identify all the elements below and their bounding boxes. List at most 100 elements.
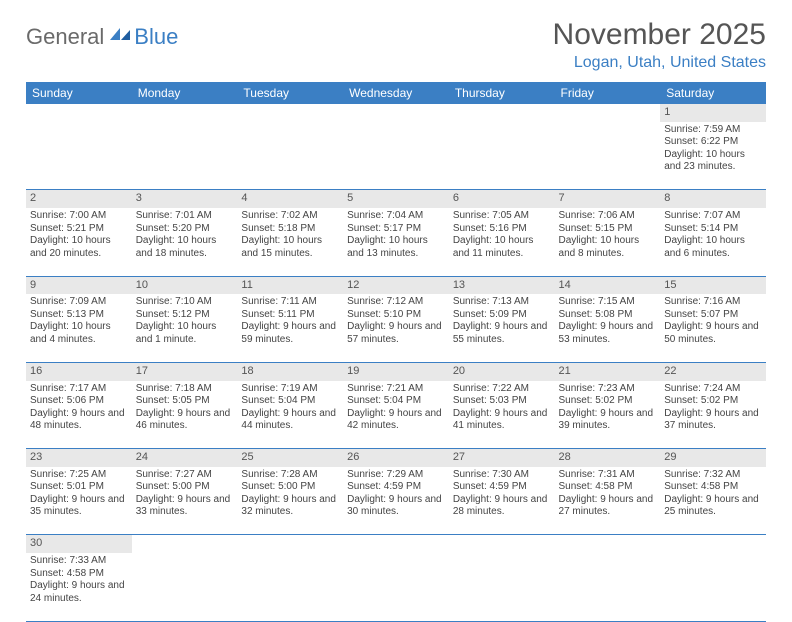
day-detail-row: Sunrise: 7:25 AMSunset: 5:01 PMDaylight:… xyxy=(26,467,766,535)
day-number-cell xyxy=(555,104,661,122)
sunrise-line: Sunrise: 7:24 AM xyxy=(664,383,762,396)
sunset-line: Sunset: 5:08 PM xyxy=(559,309,657,322)
sunset-line: Sunset: 5:10 PM xyxy=(347,309,445,322)
day-number-cell: 5 xyxy=(343,190,449,208)
day-number-row: 30 xyxy=(26,535,766,553)
sunrise-line: Sunrise: 7:06 AM xyxy=(559,210,657,223)
day-number-cell xyxy=(237,535,343,553)
daylight-line: Daylight: 9 hours and 57 minutes. xyxy=(347,321,445,346)
daylight-line: Daylight: 9 hours and 32 minutes. xyxy=(241,494,339,519)
sunrise-line: Sunrise: 7:22 AM xyxy=(453,383,551,396)
day-number-cell xyxy=(555,535,661,553)
sunrise-line: Sunrise: 7:19 AM xyxy=(241,383,339,396)
day-number-cell: 22 xyxy=(660,362,766,380)
sunrise-line: Sunrise: 7:04 AM xyxy=(347,210,445,223)
day-detail-row: Sunrise: 7:33 AMSunset: 4:58 PMDaylight:… xyxy=(26,553,766,621)
daylight-line: Daylight: 9 hours and 48 minutes. xyxy=(30,408,128,433)
sunrise-line: Sunrise: 7:07 AM xyxy=(664,210,762,223)
weekday-header: Tuesday xyxy=(237,82,343,104)
day-detail-row: Sunrise: 7:59 AMSunset: 6:22 PMDaylight:… xyxy=(26,122,766,190)
sunrise-line: Sunrise: 7:28 AM xyxy=(241,469,339,482)
day-number-cell: 8 xyxy=(660,190,766,208)
day-number-row: 23242526272829 xyxy=(26,449,766,467)
daylight-line: Daylight: 10 hours and 15 minutes. xyxy=(241,235,339,260)
sunrise-line: Sunrise: 7:59 AM xyxy=(664,124,762,137)
day-number-cell: 17 xyxy=(132,362,238,380)
day-number-cell xyxy=(343,104,449,122)
sail-icon xyxy=(108,26,132,42)
day-detail-cell: Sunrise: 7:10 AMSunset: 5:12 PMDaylight:… xyxy=(132,294,238,362)
day-detail-cell: Sunrise: 7:01 AMSunset: 5:20 PMDaylight:… xyxy=(132,208,238,276)
day-number-row: 9101112131415 xyxy=(26,276,766,294)
day-number-cell xyxy=(660,535,766,553)
day-number-cell xyxy=(132,104,238,122)
day-detail-row: Sunrise: 7:09 AMSunset: 5:13 PMDaylight:… xyxy=(26,294,766,362)
sunrise-line: Sunrise: 7:31 AM xyxy=(559,469,657,482)
sunrise-line: Sunrise: 7:11 AM xyxy=(241,296,339,309)
day-detail-cell: Sunrise: 7:17 AMSunset: 5:06 PMDaylight:… xyxy=(26,381,132,449)
day-detail-cell: Sunrise: 7:29 AMSunset: 4:59 PMDaylight:… xyxy=(343,467,449,535)
sunset-line: Sunset: 6:22 PM xyxy=(664,136,762,149)
sunset-line: Sunset: 5:00 PM xyxy=(241,481,339,494)
sunset-line: Sunset: 5:00 PM xyxy=(136,481,234,494)
daylight-line: Daylight: 9 hours and 24 minutes. xyxy=(30,580,128,605)
weekday-header: Saturday xyxy=(660,82,766,104)
weekday-header: Sunday xyxy=(26,82,132,104)
day-detail-cell xyxy=(237,553,343,621)
logo-text-general: General xyxy=(26,24,104,50)
sunset-line: Sunset: 5:16 PM xyxy=(453,223,551,236)
day-detail-cell: Sunrise: 7:05 AMSunset: 5:16 PMDaylight:… xyxy=(449,208,555,276)
day-number-cell xyxy=(449,535,555,553)
weekday-header: Thursday xyxy=(449,82,555,104)
calendar-table: SundayMondayTuesdayWednesdayThursdayFrid… xyxy=(26,82,766,622)
sunset-line: Sunset: 5:12 PM xyxy=(136,309,234,322)
day-number-cell: 16 xyxy=(26,362,132,380)
sunset-line: Sunset: 5:17 PM xyxy=(347,223,445,236)
day-number-cell xyxy=(449,104,555,122)
day-detail-cell xyxy=(449,122,555,190)
day-detail-row: Sunrise: 7:00 AMSunset: 5:21 PMDaylight:… xyxy=(26,208,766,276)
day-number-cell xyxy=(343,535,449,553)
daylight-line: Daylight: 9 hours and 25 minutes. xyxy=(664,494,762,519)
sunrise-line: Sunrise: 7:29 AM xyxy=(347,469,445,482)
day-number-cell: 11 xyxy=(237,276,343,294)
sunrise-line: Sunrise: 7:12 AM xyxy=(347,296,445,309)
day-number-cell: 28 xyxy=(555,449,661,467)
daylight-line: Daylight: 10 hours and 13 minutes. xyxy=(347,235,445,260)
daylight-line: Daylight: 10 hours and 1 minute. xyxy=(136,321,234,346)
day-number-cell: 27 xyxy=(449,449,555,467)
day-number-cell: 1 xyxy=(660,104,766,122)
day-number-cell xyxy=(132,535,238,553)
sunrise-line: Sunrise: 7:17 AM xyxy=(30,383,128,396)
day-detail-cell xyxy=(343,553,449,621)
daylight-line: Daylight: 9 hours and 33 minutes. xyxy=(136,494,234,519)
sunrise-line: Sunrise: 7:21 AM xyxy=(347,383,445,396)
calendar-header-row: SundayMondayTuesdayWednesdayThursdayFrid… xyxy=(26,82,766,104)
day-detail-cell xyxy=(660,553,766,621)
day-number-cell: 10 xyxy=(132,276,238,294)
daylight-line: Daylight: 9 hours and 50 minutes. xyxy=(664,321,762,346)
day-number-cell: 20 xyxy=(449,362,555,380)
daylight-line: Daylight: 10 hours and 6 minutes. xyxy=(664,235,762,260)
day-number-cell: 2 xyxy=(26,190,132,208)
day-number-cell: 13 xyxy=(449,276,555,294)
sunset-line: Sunset: 5:13 PM xyxy=(30,309,128,322)
sunrise-line: Sunrise: 7:09 AM xyxy=(30,296,128,309)
day-number-cell: 23 xyxy=(26,449,132,467)
daylight-line: Daylight: 10 hours and 4 minutes. xyxy=(30,321,128,346)
daylight-line: Daylight: 9 hours and 37 minutes. xyxy=(664,408,762,433)
sunrise-line: Sunrise: 7:02 AM xyxy=(241,210,339,223)
sunset-line: Sunset: 5:06 PM xyxy=(30,395,128,408)
sunrise-line: Sunrise: 7:01 AM xyxy=(136,210,234,223)
day-number-row: 16171819202122 xyxy=(26,362,766,380)
day-number-cell: 6 xyxy=(449,190,555,208)
sunrise-line: Sunrise: 7:16 AM xyxy=(664,296,762,309)
sunrise-line: Sunrise: 7:05 AM xyxy=(453,210,551,223)
day-number-cell: 30 xyxy=(26,535,132,553)
day-detail-cell: Sunrise: 7:11 AMSunset: 5:11 PMDaylight:… xyxy=(237,294,343,362)
weekday-header: Friday xyxy=(555,82,661,104)
day-number-cell: 26 xyxy=(343,449,449,467)
daylight-line: Daylight: 10 hours and 8 minutes. xyxy=(559,235,657,260)
day-detail-cell: Sunrise: 7:07 AMSunset: 5:14 PMDaylight:… xyxy=(660,208,766,276)
day-detail-cell: Sunrise: 7:19 AMSunset: 5:04 PMDaylight:… xyxy=(237,381,343,449)
